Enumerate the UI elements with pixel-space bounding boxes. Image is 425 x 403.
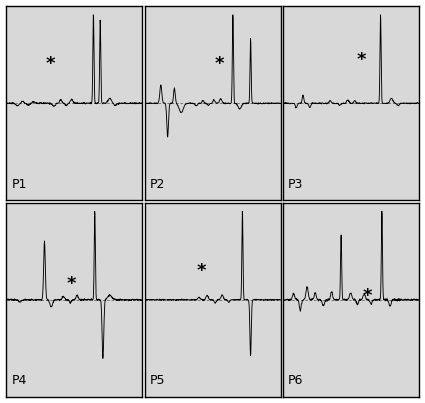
Text: *: * [215,55,224,73]
Text: P2: P2 [150,178,165,191]
Text: *: * [197,262,207,280]
Text: P4: P4 [12,374,27,387]
Text: P1: P1 [12,178,27,191]
Text: *: * [67,275,76,293]
Text: *: * [45,55,55,73]
Text: P6: P6 [288,374,303,387]
Text: *: * [362,287,372,305]
Text: P5: P5 [150,374,165,387]
Text: *: * [357,52,366,69]
Text: P3: P3 [288,178,303,191]
